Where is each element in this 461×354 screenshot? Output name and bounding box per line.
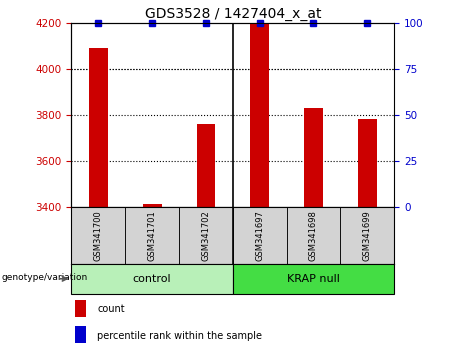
Text: control: control bbox=[133, 274, 171, 284]
Text: genotype/variation: genotype/variation bbox=[1, 273, 88, 282]
Bar bbox=[75, 300, 87, 317]
Text: percentile rank within the sample: percentile rank within the sample bbox=[97, 331, 262, 341]
Text: GSM341698: GSM341698 bbox=[309, 210, 318, 261]
Bar bbox=[358, 119, 377, 207]
Text: GSM341699: GSM341699 bbox=[363, 210, 372, 261]
Bar bbox=[340, 207, 394, 264]
Bar bbox=[89, 48, 108, 207]
Bar bbox=[304, 108, 323, 207]
Bar bbox=[250, 24, 269, 207]
Bar bbox=[233, 207, 287, 264]
Bar bbox=[75, 326, 87, 343]
Bar bbox=[179, 207, 233, 264]
Bar bbox=[196, 124, 215, 207]
Text: GSM341701: GSM341701 bbox=[148, 210, 157, 261]
Text: GSM341697: GSM341697 bbox=[255, 210, 264, 261]
Bar bbox=[143, 204, 161, 207]
Bar bbox=[71, 264, 233, 294]
Bar bbox=[233, 264, 394, 294]
Bar bbox=[71, 207, 125, 264]
Title: GDS3528 / 1427404_x_at: GDS3528 / 1427404_x_at bbox=[145, 7, 321, 21]
Text: KRAP null: KRAP null bbox=[287, 274, 340, 284]
Text: GSM341702: GSM341702 bbox=[201, 210, 210, 261]
Bar bbox=[287, 207, 340, 264]
Text: GSM341700: GSM341700 bbox=[94, 210, 103, 261]
Text: count: count bbox=[97, 304, 125, 314]
Bar bbox=[125, 207, 179, 264]
